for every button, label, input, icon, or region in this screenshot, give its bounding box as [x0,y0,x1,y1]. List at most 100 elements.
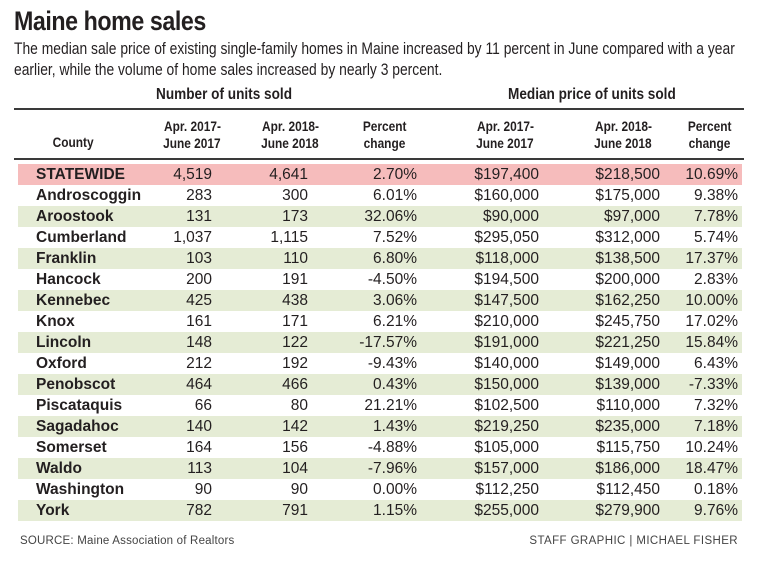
cell-units-2017: 161 [186,313,212,330]
cell-units-2017: 164 [186,439,212,456]
table-row: York 782 791 1.15% $255,000 $279,900 9.76% [18,500,742,521]
header-line: Apr. 2018- [594,118,652,134]
cell-units-pct: 0.00% [373,481,417,498]
table-row: Waldo 113 104 -7.96% $157,000 $186,000 18.47% [18,458,742,479]
cell-price-2017: $102,500 [474,397,539,414]
table-row: Penobscot 464 466 0.43% $150,000 $139,000 -7.3… [18,374,742,395]
header-line: June 2018 [594,135,652,151]
group-header-price: Median price of units sold [508,86,676,103]
cell-price-2018: $186,000 [595,460,660,477]
cell-price-pct: 10.69% [685,166,738,183]
cell-units-2018: 791 [282,502,308,519]
cell-units-pct: 6.01% [373,187,417,204]
cell-units-2018: 171 [282,313,308,330]
cell-county: Waldo [36,460,82,477]
cell-price-pct: 17.02% [685,313,738,330]
header-price-2018: Apr. 2018- June 2018 [583,114,663,156]
cell-units-pct: -4.50% [367,271,417,288]
cell-units-2017: 212 [186,355,212,372]
table-body: STATEWIDE 4,519 4,641 2.70% $197,400 $218,500… [18,164,742,521]
cell-price-2018: $218,500 [595,166,660,183]
cell-county: Somerset [36,439,107,456]
cell-county: Washington [36,481,125,498]
header-line: Apr. 2018- [261,118,319,134]
cell-units-2017: 425 [186,292,212,309]
cell-county: York [36,502,70,519]
cell-price-pct: 6.43% [694,355,738,372]
header-county: County [38,128,108,156]
cell-county: Androscoggin [36,187,142,204]
cell-price-2018: $112,450 [596,481,661,498]
cell-price-pct: 7.78% [694,208,738,225]
header-units-2018: Apr. 2018- June 2018 [250,114,330,156]
table-row: Franklin 103 110 6.80% $118,000 $138,500 17.37… [18,248,742,269]
cell-units-2017: 140 [186,418,212,435]
cell-units-2017: 148 [186,334,212,351]
cell-units-pct: 1.15% [373,502,417,519]
cell-price-pct: 2.83% [694,271,738,288]
cell-price-2017: $210,000 [474,313,539,330]
cell-price-pct: 0.18% [694,481,738,498]
header-price-pct: Percent change [675,114,745,156]
cell-price-2017: $197,400 [474,166,539,183]
chart-subtitle: The median sale price of existing single… [14,40,735,79]
table-row: Knox 161 171 6.21% $210,000 $245,750 17.02% [18,311,742,332]
header-line: Percent [688,118,732,134]
cell-price-2018: $110,000 [596,397,661,414]
group-header-units: Number of units sold [156,86,292,103]
cell-price-2018: $97,000 [603,208,660,225]
cell-units-pct: 0.43% [373,376,417,393]
cell-county: Kennebec [36,292,111,309]
cell-units-2017: 782 [186,502,212,519]
cell-units-2018: 466 [282,376,308,393]
table-row: Kennebec 425 438 3.06% $147,500 $162,250 10.00… [18,290,742,311]
table-row: Piscataquis 66 80 21.21% $102,500 $110,000 7.3… [18,395,742,416]
cell-price-2018: $138,500 [595,250,660,267]
header-price-2017: Apr. 2017- June 2017 [465,114,545,156]
cell-county: Knox [36,313,75,330]
table-row: Lincoln 148 122 -17.57% $191,000 $221,250 15.8… [18,332,742,353]
cell-price-2017: $160,000 [474,187,539,204]
cell-price-2018: $245,750 [595,313,660,330]
header-line: Apr. 2017- [476,118,534,134]
cell-units-2018: 438 [282,292,308,309]
cell-price-pct: 15.84% [685,334,738,351]
cell-units-2018: 1,115 [270,229,308,246]
cell-price-2017: $194,500 [474,271,539,288]
header-line: Percent [363,118,407,134]
top-rule [14,108,744,110]
cell-price-pct: 17.37% [685,250,738,267]
cell-units-pct: 2.70% [373,166,417,183]
credit-note: STAFF GRAPHIC | MICHAEL FISHER [529,535,738,547]
cell-price-pct: -7.33% [688,376,738,393]
table-row: Somerset 164 156 -4.88% $105,000 $115,750 10.2… [18,437,742,458]
cell-units-2018: 191 [282,271,308,288]
cell-county: Franklin [36,250,97,267]
cell-price-2018: $162,250 [595,292,660,309]
table-row: Oxford 212 192 -9.43% $140,000 $149,000 6.43% [18,353,742,374]
cell-units-2018: 90 [290,481,308,498]
cell-county: Lincoln [36,334,92,351]
cell-units-2018: 192 [282,355,308,372]
header-line: change [364,135,406,151]
table-row: Washington 90 90 0.00% $112,250 $112,450 0.18% [18,479,742,500]
cell-units-2018: 142 [282,418,308,435]
cell-units-pct: 6.80% [373,250,417,267]
cell-price-2017: $295,050 [474,229,539,246]
cell-price-2017: $157,000 [474,460,539,477]
table-row: Sagadahoc 140 142 1.43% $219,250 $235,000 7.18… [18,416,742,437]
cell-units-2017: 131 [186,208,212,225]
cell-county: STATEWIDE [36,166,125,183]
cell-price-2018: $139,000 [595,376,660,393]
header-line: June 2018 [261,135,319,151]
header-rule [14,158,744,160]
cell-units-2018: 104 [282,460,308,477]
table-row: Androscoggin 283 300 6.01% $160,000 $175,000 9… [18,185,742,206]
cell-units-2018: 110 [283,250,308,267]
header-line: June 2017 [163,135,221,151]
cell-price-pct: 10.24% [685,439,738,456]
header-line: change [689,135,731,151]
cell-price-pct: 10.00% [685,292,738,309]
cell-price-pct: 9.76% [694,502,738,519]
cell-units-pct: 32.06% [364,208,417,225]
